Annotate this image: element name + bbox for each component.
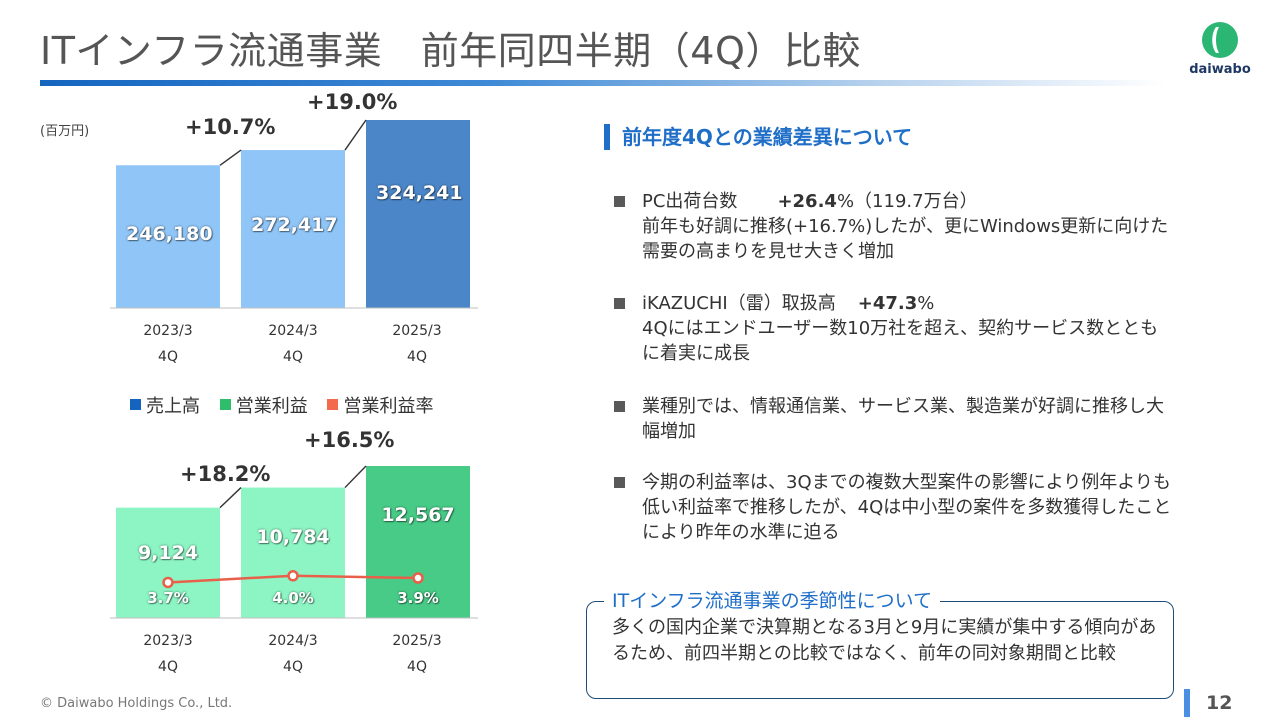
profit-margin-point-2	[287, 570, 299, 582]
sales-value-label: 324,241	[376, 182, 463, 204]
bullet-suffix: %（119.7万台）	[836, 191, 978, 212]
profit-growth-connector	[219, 487, 242, 509]
profit-margin-point-3	[412, 572, 424, 584]
legend-swatch-icon	[327, 399, 339, 410]
sales-chart	[110, 119, 478, 309]
legend-label: 営業利益	[235, 396, 308, 417]
profit-growth-label-1: +18.2%	[180, 462, 271, 486]
profit-xtick-3: 2025/3 4Q	[357, 628, 477, 680]
sales-growth-connector	[219, 149, 242, 166]
xtick-quarter: 4Q	[407, 659, 427, 675]
profit-value-label: 12,567	[381, 504, 455, 526]
page-title: ITインフラ流通事業 前年同四半期（4Q）比較	[40, 29, 861, 73]
bullet-profit-margin: 今期の利益率は、3Qまでの複数大型案件の影響により例年よりも低い利益率で推移した…	[614, 470, 1174, 545]
chart-legend: 売上高 営業利益 営業利益率	[130, 392, 447, 418]
daiwabo-logo-icon	[1202, 22, 1238, 58]
logo-text: daiwabo	[1189, 62, 1251, 77]
xtick-year: 2023/3	[143, 323, 193, 339]
legend-label: 営業利益率	[343, 396, 434, 417]
unit-label: (百万円)	[40, 124, 90, 139]
section-heading: 前年度4Qとの業績差異について	[604, 124, 912, 150]
profit-bar-1	[116, 507, 220, 618]
legend-label: 売上高	[146, 396, 200, 417]
bullet-square-icon	[614, 196, 625, 207]
bullet-square-icon	[614, 401, 625, 412]
bullet-value: +47.3	[857, 293, 918, 314]
bullet-pc-shipments: PC出荷台数 +26.4%（119.7万台） 前年も好調に推移(+16.7%)した…	[614, 189, 1174, 264]
profit-growth-connector	[344, 465, 367, 489]
bullet-suffix: %	[917, 293, 935, 314]
profit-margin-label: 4.0%	[272, 589, 314, 607]
profit-value-label: 9,124	[137, 541, 199, 564]
sales-xtick-3: 2025/3 4Q	[357, 318, 477, 370]
bullet-text: 業種別では、情報通信業、サービス業、製造業が好調に推移し大幅増加	[642, 396, 1164, 442]
seasonality-title: ITインフラ流通事業の季節性について	[604, 586, 941, 613]
profit-bar-2	[241, 487, 345, 618]
sales-value-label: 272,417	[251, 214, 338, 237]
bullet-label: PC出荷台数	[642, 191, 738, 212]
profit-value-label: 10,784	[256, 525, 330, 548]
legend-item-profit-margin: 営業利益率	[327, 392, 433, 418]
xtick-year: 2025/3	[392, 633, 442, 649]
profit-margin-point-1	[162, 576, 174, 589]
xtick-quarter: 4Q	[158, 659, 178, 675]
profit-bar-3	[366, 466, 470, 618]
xtick-quarter: 4Q	[283, 659, 303, 675]
xtick-year: 2024/3	[268, 323, 318, 339]
profit-xtick-2: 2024/3 4Q	[233, 628, 353, 680]
legend-swatch-icon	[130, 399, 141, 410]
xtick-quarter: 4Q	[283, 349, 303, 365]
sales-bar-2	[241, 150, 345, 308]
legend-item-operating-profit: 営業利益	[219, 392, 308, 418]
profit-margin-label: 3.9%	[397, 589, 439, 607]
sales-xtick-1: 2023/3 4Q	[108, 318, 228, 370]
bullet-industry: 業種別では、情報通信業、サービス業、製造業が好調に推移し大幅増加	[614, 394, 1174, 444]
title-divider	[40, 80, 1165, 86]
xtick-year: 2023/3	[143, 633, 193, 649]
sales-xtick-2: 2024/3 4Q	[233, 318, 353, 370]
page-number: 12	[1206, 692, 1233, 714]
operating-profit-chart	[110, 465, 478, 619]
sales-bar-3	[366, 120, 470, 308]
xtick-quarter: 4Q	[407, 349, 427, 365]
bullet-ikazuchi: iKAZUCHI（雷）取扱高 +47.3% 4Qにはエンドユーザー数10万社を超え…	[614, 291, 1174, 366]
bullet-text: 今期の利益率は、3Qまでの複数大型案件の影響により例年よりも低い利益率で推移した…	[642, 472, 1172, 543]
xtick-year: 2025/3	[392, 323, 442, 339]
profit-growth-label-2: +16.5%	[304, 428, 395, 452]
bullet-value: +26.4	[777, 191, 837, 212]
legend-swatch-icon	[219, 399, 231, 410]
seasonality-body: 多くの国内企業で決算期となる3月と9月に実績が集中する傾向があるため、前四半期と…	[612, 617, 1157, 664]
bullet-detail: 4Qにはエンドユーザー数10万社を超え、契約サービス数とともに着実に成長	[642, 318, 1159, 364]
profit-xtick-1: 2023/3 4Q	[108, 628, 228, 680]
sales-bar-1	[116, 165, 220, 308]
profit-margin-label: 3.7%	[147, 589, 189, 607]
page-number-bar	[1184, 689, 1190, 717]
bullet-detail: 前年も好調に推移(+16.7%)したが、更にWindows更新に向けた需要の高ま…	[642, 216, 1169, 262]
bullet-square-icon	[614, 477, 625, 488]
daiwabo-logo: daiwabo	[1185, 20, 1255, 80]
legend-item-sales: 売上高	[130, 392, 200, 418]
xtick-quarter: 4Q	[158, 349, 178, 365]
sales-value-label: 246,180	[126, 223, 213, 246]
sales-growth-connector	[344, 119, 367, 151]
bullet-label: iKAZUCHI（雷）取扱高	[642, 293, 836, 314]
sales-growth-label-2: +19.0%	[307, 90, 398, 114]
copyright: © Daiwabo Holdings Co., Ltd.	[40, 696, 233, 711]
xtick-year: 2024/3	[268, 633, 318, 649]
sales-growth-label-1: +10.7%	[185, 115, 276, 139]
bullet-square-icon	[614, 298, 625, 309]
